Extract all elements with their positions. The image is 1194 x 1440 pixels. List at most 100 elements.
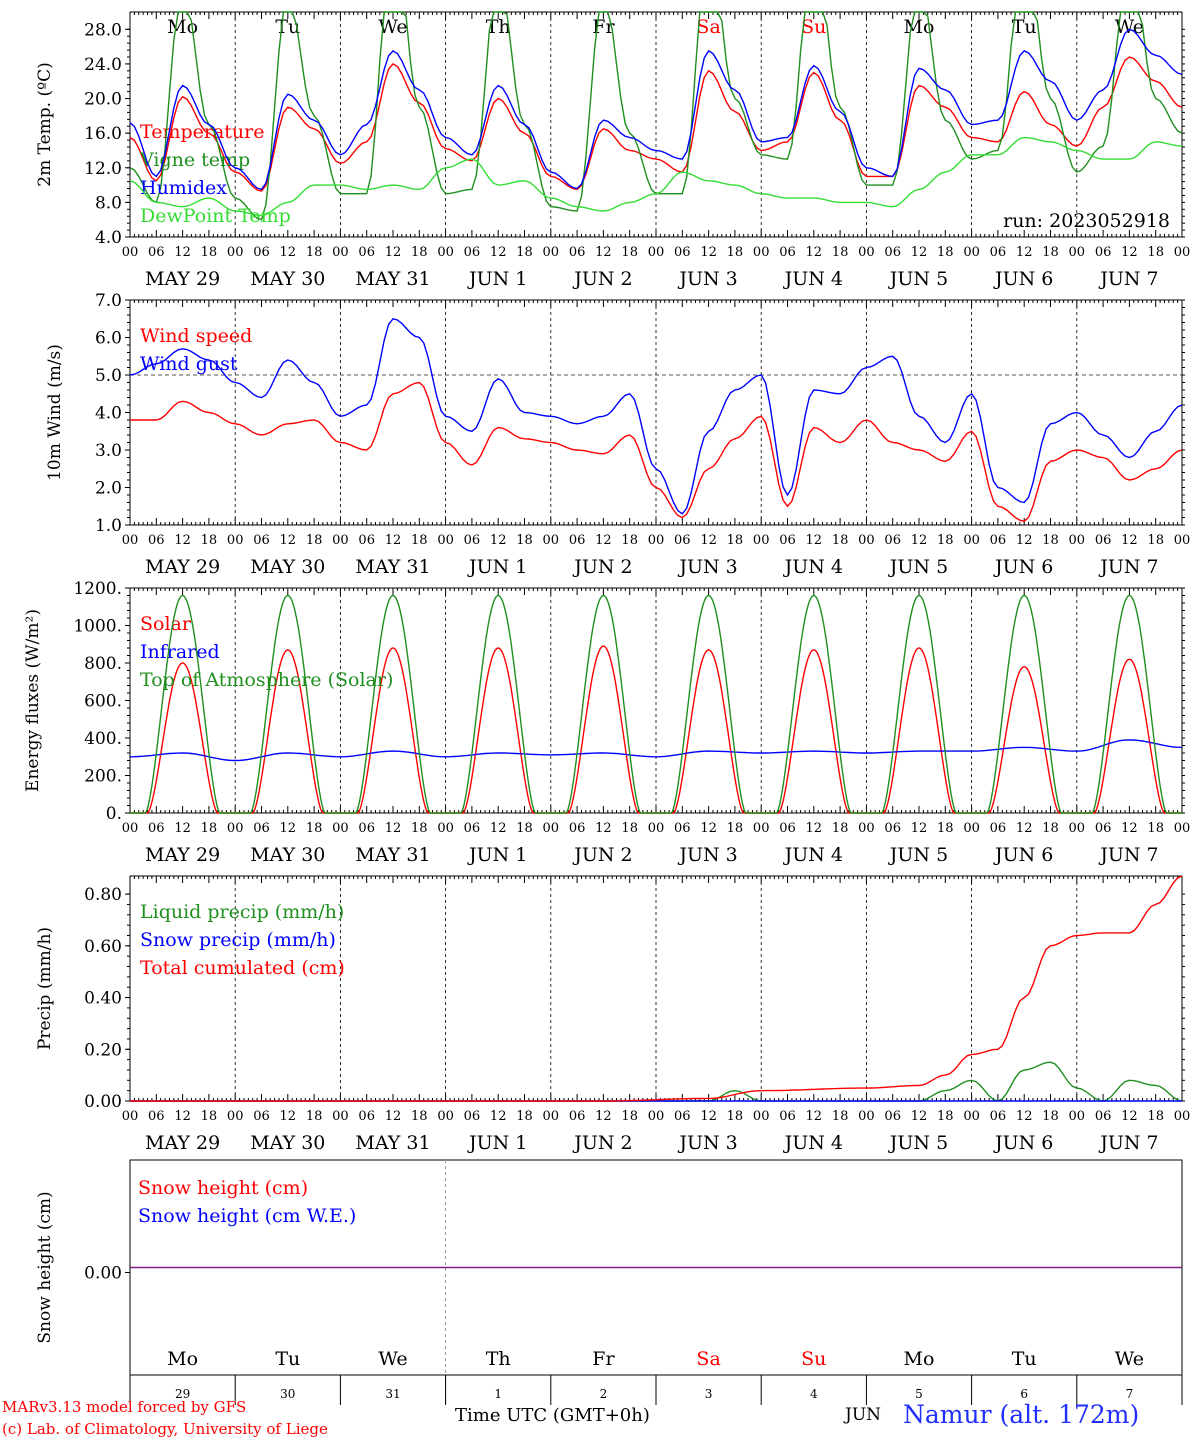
flux-hour-label: 12	[700, 821, 717, 836]
temp-date-label: JUN 3	[677, 268, 737, 290]
temp-date-label: JUN 1	[467, 268, 527, 290]
flux-date-label: JUN 3	[677, 844, 737, 866]
precip-hour-label: 18	[1042, 1109, 1059, 1124]
model-credit: MARv3.13 model forced by GFS	[2, 1398, 247, 1416]
wind-date-label: JUN 2	[572, 556, 632, 578]
wind-hour-label: 06	[148, 533, 165, 548]
precip-hour-label: 12	[595, 1109, 612, 1124]
temp-hour-label: 12	[911, 245, 928, 260]
flux-ytick-label: 0.	[106, 804, 122, 824]
temp-date-label: MAY 30	[250, 268, 325, 290]
wind-ytick-label: 1.0	[95, 516, 122, 536]
precip-hour-label: 12	[174, 1109, 191, 1124]
precip-hour-label: 06	[1095, 1109, 1112, 1124]
snow-dow-label: Tu	[275, 1348, 300, 1370]
wind-hour-label: 00	[963, 533, 980, 548]
precip-hour-label: 18	[306, 1109, 323, 1124]
wind-hour-label: 18	[1147, 533, 1164, 548]
temp-hour-label: 18	[727, 245, 744, 260]
wind-hour-label: 18	[306, 533, 323, 548]
flux-date-label: MAY 30	[250, 844, 325, 866]
wind-hour-label: 12	[174, 533, 191, 548]
temp-hour-label: 06	[779, 245, 796, 260]
flux-hour-label: 18	[516, 821, 533, 836]
temp-date-label: JUN 2	[572, 268, 632, 290]
month-label: JUN	[845, 1405, 882, 1425]
wind-ytick-label: 7.0	[95, 291, 122, 311]
flux-date-label: JUN 2	[572, 844, 632, 866]
wind-date-label: JUN 3	[677, 556, 737, 578]
flux-date-label: JUN 7	[1098, 844, 1158, 866]
precip-legend-label: Liquid precip (mm/h)	[140, 901, 344, 923]
snow-date-num: 6	[1020, 1387, 1028, 1401]
snow-dow-label: Su	[801, 1348, 826, 1370]
snow-date-num: 31	[385, 1387, 400, 1401]
temp-legend-label: DewPoint Temp	[140, 205, 291, 227]
precip-ytick-label: 0.80	[84, 885, 122, 905]
flux-hour-label: 00	[648, 821, 665, 836]
wind-hour-label: 06	[253, 533, 270, 548]
temp-hour-label: 12	[1121, 245, 1138, 260]
wind-hour-label: 06	[674, 533, 691, 548]
snow-ytick-label: 0.00	[84, 1264, 122, 1284]
snow-date-num: 7	[1126, 1387, 1134, 1401]
wind-hour-label: 06	[779, 533, 796, 548]
flux-hour-label: 12	[385, 821, 402, 836]
precip-hour-label: 18	[727, 1109, 744, 1124]
wind-hour-label: 12	[595, 533, 612, 548]
wind-date-label: JUN 7	[1098, 556, 1158, 578]
precip-hour-label: 06	[253, 1109, 270, 1124]
flux-hour-label: 00	[332, 821, 349, 836]
wind-hour-label: 06	[990, 533, 1007, 548]
precip-hour-label: 12	[280, 1109, 297, 1124]
snow-dow-label: Mo	[904, 1348, 935, 1370]
precip-hour-label: 18	[832, 1109, 849, 1124]
wind-hour-label: 06	[569, 533, 586, 548]
temp-hour-label: 12	[1016, 245, 1033, 260]
temp-dow-label: Su	[801, 16, 826, 38]
wind-hour-label: 12	[280, 533, 297, 548]
lab-credit: (c) Lab. of Climatology, University of L…	[2, 1420, 328, 1438]
flux-hour-label: 18	[1147, 821, 1164, 836]
precip-hour-label: 00	[227, 1109, 244, 1124]
flux-hour-label: 06	[1095, 821, 1112, 836]
flux-date-label: JUN 1	[467, 844, 527, 866]
wind-hour-label: 06	[884, 533, 901, 548]
snow-date-num: 3	[705, 1387, 713, 1401]
precip-hour-label: 00	[122, 1109, 139, 1124]
wind-hour-label: 12	[911, 533, 928, 548]
wind-ytick-label: 3.0	[95, 441, 122, 461]
precip-date-label: MAY 31	[355, 1132, 430, 1154]
flux-hour-label: 00	[753, 821, 770, 836]
flux-date-label: MAY 31	[355, 844, 430, 866]
temp-legend-label: Temperature	[140, 121, 264, 143]
precip-hour-label: 00	[437, 1109, 454, 1124]
snow-date-num: 4	[810, 1387, 818, 1401]
wind-hour-label: 12	[806, 533, 823, 548]
flux-hour-label: 12	[1121, 821, 1138, 836]
flux-hour-label: 06	[884, 821, 901, 836]
snow-panel: 0.00 Snow height (cm) Mo 29 Tu 30 We 31 Th 1 Fr 2 Sa…	[35, 1159, 1183, 1405]
wind-ytick-label: 2.0	[95, 479, 122, 499]
wind-hour-label: 06	[1095, 533, 1112, 548]
wind-hour-label: 12	[490, 533, 507, 548]
precip-ytick-label: 0.20	[84, 1040, 122, 1060]
temp-hour-label: 00	[332, 245, 349, 260]
wind-date-label: JUN 4	[783, 556, 843, 578]
flux-hour-label: 00	[1174, 821, 1191, 836]
flux-date-label: JUN 5	[888, 844, 948, 866]
precip-series-line	[130, 875, 1183, 1102]
wind-hour-label: 18	[621, 533, 638, 548]
precip-ytick-label: 0.00	[84, 1092, 122, 1112]
temp-hour-label: 00	[1174, 245, 1191, 260]
temp-ytick-label: 20.0	[84, 90, 122, 110]
wind-hour-label: 00	[122, 533, 139, 548]
flux-hour-label: 18	[411, 821, 428, 836]
wind-series-line	[130, 381, 1183, 523]
temp-frame	[129, 11, 1183, 238]
precip-hour-label: 06	[148, 1109, 165, 1124]
temp-hour-label: 18	[411, 245, 428, 260]
temp-hour-label: 18	[937, 245, 954, 260]
temp-hour-label: 00	[227, 245, 244, 260]
